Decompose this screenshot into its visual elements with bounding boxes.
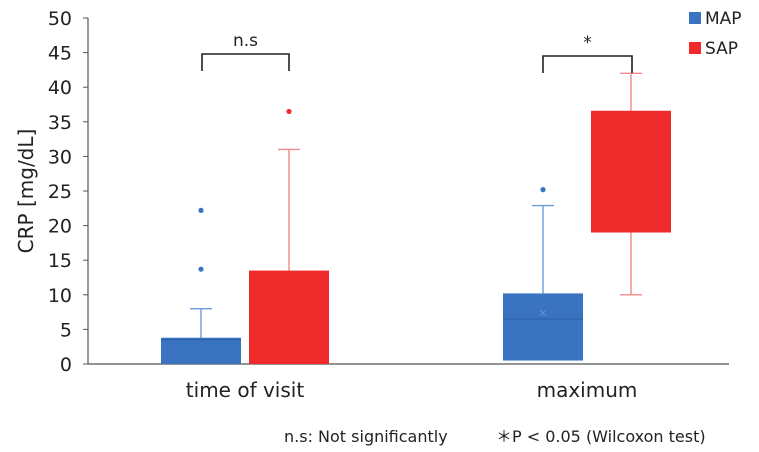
legend-swatch — [689, 42, 701, 54]
plot-area: × — [161, 72, 671, 364]
y-tick-label: 5 — [60, 319, 72, 341]
category-labels: time of visit maximum — [186, 378, 638, 402]
category-label: maximum — [537, 378, 638, 402]
category-label: time of visit — [186, 378, 305, 402]
legend-label: MAP — [705, 9, 742, 29]
legend-label: SAP — [705, 39, 738, 59]
footnotes: n.s: Not significantly ＊P < 0.05 (Wilcoxo… — [284, 427, 706, 446]
significance-annotations: n.s * — [201, 31, 633, 73]
significance-bracket — [201, 53, 290, 71]
footnote: ＊P < 0.05 (Wilcoxon test) — [496, 427, 706, 446]
y-tick-label: 10 — [48, 285, 72, 307]
mean-marker: × — [539, 308, 547, 319]
y-tick-label: 50 — [48, 8, 72, 30]
outlier-point — [198, 207, 204, 213]
significance-bracket — [542, 55, 633, 73]
significance-label: * — [583, 33, 592, 53]
y-tick-label: 40 — [48, 77, 72, 99]
box — [503, 293, 583, 361]
y-tick-label: 0 — [60, 354, 72, 376]
y-tick-label: 15 — [48, 250, 72, 272]
box — [249, 270, 329, 364]
y-axis-label: CRP [mg/dL] — [14, 129, 38, 254]
outlier-point — [286, 108, 292, 115]
legend-swatch — [689, 12, 701, 24]
footnote: n.s: Not significantly — [284, 427, 448, 446]
y-tick-label: 20 — [48, 216, 72, 238]
outlier-point — [198, 266, 204, 272]
significance-label: n.s — [233, 31, 258, 51]
box — [591, 110, 671, 233]
legend: MAP SAP — [689, 9, 742, 59]
y-tick-label: 45 — [48, 43, 72, 65]
y-tick-label: 30 — [48, 146, 72, 168]
y-ticks: 0 5 10 15 20 25 30 35 40 45 50 — [48, 8, 88, 376]
y-tick-label: 35 — [48, 112, 72, 134]
y-tick-label: 25 — [48, 181, 72, 203]
outlier-point — [540, 187, 546, 193]
box — [161, 337, 241, 364]
